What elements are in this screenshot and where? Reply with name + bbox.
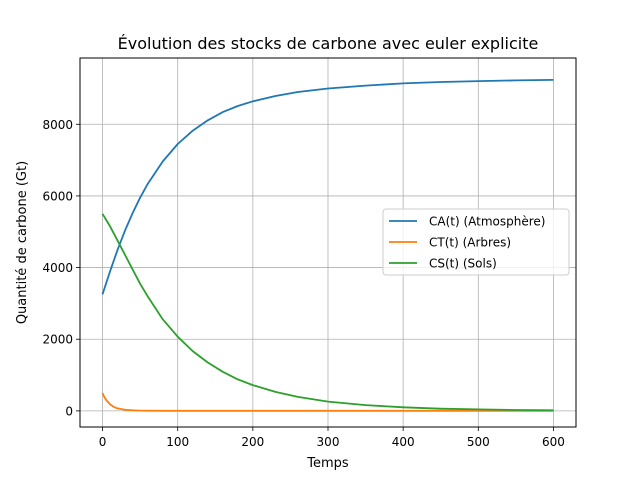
legend-label-3: CS(t) (Sols) — [429, 257, 497, 271]
y-tick-label: 4000 — [42, 261, 73, 275]
series-lines — [101, 79, 554, 412]
legend-label-2: CT(t) (Arbres) — [429, 236, 511, 250]
chart-title: Évolution des stocks de carbone avec eul… — [118, 34, 539, 53]
x-tick-label: 400 — [392, 435, 415, 449]
y-tick-label: 6000 — [42, 189, 73, 203]
series-line-3 — [101, 213, 554, 412]
series-line-2 — [101, 392, 554, 412]
x-tick-label: 100 — [166, 435, 189, 449]
y-tick-label: 8000 — [42, 118, 73, 132]
y-axis-label: Quantité de carbone (Gt) — [15, 161, 30, 324]
x-tick-label: 600 — [542, 435, 565, 449]
legend-label-1: CA(t) (Atmosphère) — [429, 215, 545, 229]
x-tick-label: 500 — [467, 435, 490, 449]
legend-box — [382, 208, 570, 276]
x-tick-label: 200 — [241, 435, 264, 449]
legend: CA(t) (Atmosphère) CT(t) (Arbres) CS(t) (S… — [382, 208, 570, 276]
x-tick-label: 300 — [317, 435, 340, 449]
x-axis-label: Temps — [306, 456, 349, 471]
y-tick-label: 0 — [65, 404, 73, 418]
x-tick-label: 0 — [99, 435, 107, 449]
y-tick-label: 2000 — [42, 333, 73, 347]
series-line-1 — [101, 79, 554, 295]
